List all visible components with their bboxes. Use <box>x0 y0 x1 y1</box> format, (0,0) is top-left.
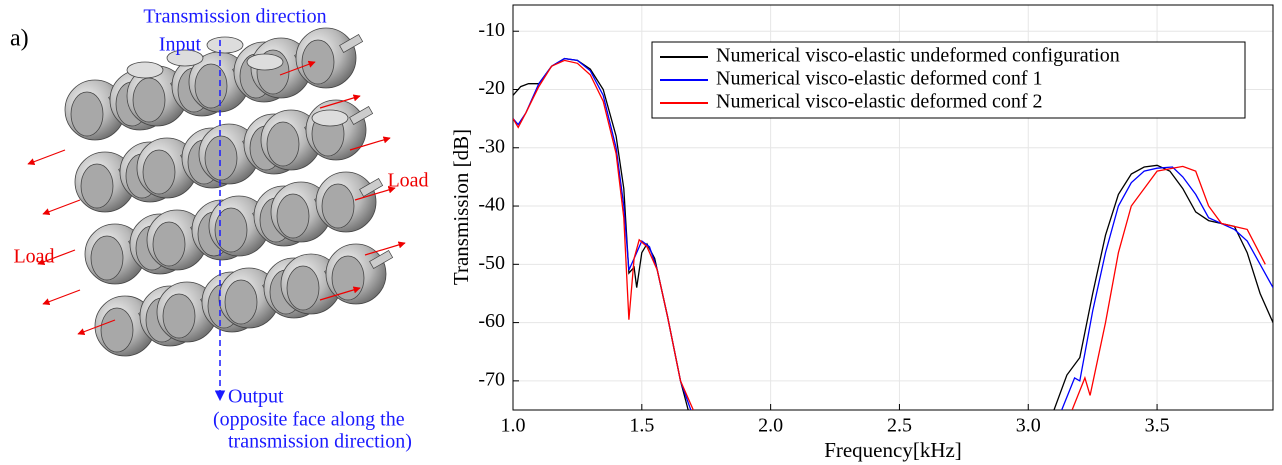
lattice-face <box>100 307 134 353</box>
lattice-face <box>80 163 114 209</box>
load-arrow <box>42 289 81 306</box>
y-tick-label: -70 <box>478 368 505 390</box>
plot-frame <box>512 4 1274 411</box>
lattice-cup <box>311 109 349 127</box>
lattice-strut <box>359 178 384 197</box>
load-arrow <box>364 241 406 256</box>
x-tick-label: 2.0 <box>758 415 783 437</box>
lattice-face <box>286 265 320 311</box>
load-arrow <box>319 94 361 109</box>
y-tick-label: -20 <box>478 77 505 99</box>
y-axis-label: Transmission [dB] <box>449 129 473 285</box>
lattice-cup <box>206 36 244 54</box>
load-arrow <box>42 199 81 216</box>
lattice-face <box>70 91 104 137</box>
x-tick-label: 2.5 <box>887 415 912 437</box>
lattice-face <box>204 135 238 181</box>
lattice-face <box>162 293 196 339</box>
load-arrow <box>27 149 66 166</box>
lattice-face <box>152 221 186 267</box>
output-label: Output <box>228 386 284 408</box>
load-arrow <box>279 60 316 76</box>
y-tick-label: -30 <box>478 135 505 157</box>
legend-label: Numerical visco-elastic deformed conf 1 <box>716 68 1043 90</box>
x-tick-label: 3.5 <box>1145 415 1170 437</box>
lattice-face <box>321 183 355 229</box>
y-tick-label: -10 <box>478 19 505 41</box>
y-tick-label: -40 <box>478 194 505 216</box>
lattice-face <box>132 77 166 123</box>
lattice-strut <box>369 250 394 269</box>
lattice-face <box>194 63 228 109</box>
output-note: (opposite face along the <box>213 409 405 431</box>
lattice-face <box>266 121 300 167</box>
panel-label: a) <box>10 26 29 52</box>
series-line <box>513 59 1266 410</box>
lattice-face <box>301 39 335 85</box>
load-arrow <box>37 249 76 266</box>
x-tick-label: 3.0 <box>1016 415 1041 437</box>
load-arrow <box>354 186 396 201</box>
lattice-face <box>331 255 365 301</box>
lattice-face <box>142 149 176 195</box>
output-note: transmission direction) <box>228 431 412 453</box>
y-tick-label: -60 <box>478 310 505 332</box>
x-tick-label: 1.5 <box>629 415 654 437</box>
direction-label: Transmission direction <box>143 6 326 28</box>
legend-label: Numerical visco-elastic deformed conf 2 <box>716 91 1043 113</box>
input-label: Input <box>159 34 202 56</box>
lattice-illustration <box>27 27 406 357</box>
x-tick-label: 1.0 <box>501 415 526 437</box>
lattice-cup <box>166 49 204 67</box>
load-label: Load <box>13 246 54 268</box>
lattice-strut <box>339 34 364 53</box>
load-arrow <box>349 136 391 151</box>
lattice-face <box>224 279 258 325</box>
lattice-face <box>214 207 248 253</box>
x-axis-label: Frequency[kHz] <box>824 438 962 462</box>
lattice-face <box>276 193 310 239</box>
legend-label: Numerical visco-elastic undeformed confi… <box>716 45 1120 67</box>
lattice-strut <box>349 106 374 125</box>
lattice-cup <box>126 61 164 79</box>
legend-box <box>651 41 1246 119</box>
load-arrow <box>77 319 116 336</box>
lattice-cup <box>246 53 284 71</box>
load-label: Load <box>387 170 428 192</box>
y-tick-label: -50 <box>478 252 505 274</box>
lattice-face <box>90 235 124 281</box>
load-arrow <box>319 286 361 301</box>
